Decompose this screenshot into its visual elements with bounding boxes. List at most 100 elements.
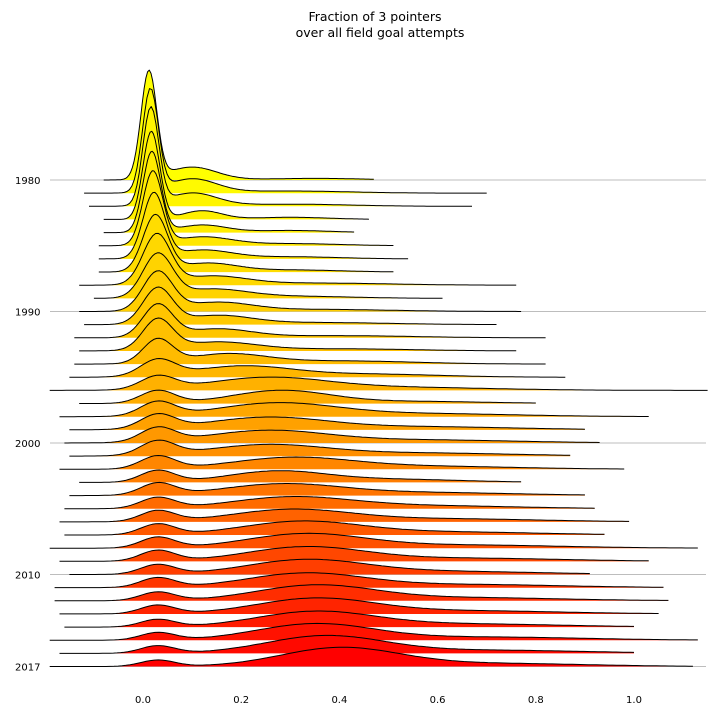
ridge-1994 <box>74 337 546 365</box>
ridge-2001 <box>69 439 571 457</box>
ridge-outline-1987 <box>98 213 394 273</box>
ridge-fill-2013 <box>59 597 659 614</box>
ridge-2006 <box>59 508 630 523</box>
ridge-fill-2002 <box>59 455 625 470</box>
ridge-outline-1989 <box>93 252 443 299</box>
chart-title-line-1: Fraction of 3 pointers <box>308 9 441 24</box>
ridge-fill-1992 <box>74 303 546 338</box>
ridge-outline-1988 <box>79 232 517 286</box>
ridge-fill-1996 <box>49 375 708 391</box>
ridge-2004 <box>69 481 585 497</box>
ridge-1997 <box>79 389 536 404</box>
x-tick-label-0.6: 0.6 <box>430 695 446 706</box>
ridge-2015 <box>49 622 698 641</box>
ridge-1996 <box>49 374 708 391</box>
chart-title-line-2: over all field goal attempts <box>296 25 465 40</box>
ridge-outline-2004 <box>69 481 585 497</box>
ridge-fill-2001 <box>69 440 571 457</box>
y-tick-label-1990: 1990 <box>15 308 40 319</box>
ridge-2005 <box>64 496 595 510</box>
y-tick-label-2000: 2000 <box>15 439 40 450</box>
ridge-outline-1999 <box>69 413 585 431</box>
ridge-outline-1993 <box>79 317 517 352</box>
ridge-2008 <box>49 532 698 549</box>
ridge-1998 <box>59 400 649 418</box>
ridge-1995 <box>69 358 566 378</box>
ridge-outline-2012 <box>54 584 669 602</box>
ridge-outline-2013 <box>59 597 659 615</box>
ridge-2010 <box>69 558 590 575</box>
y-tick-label-2017: 2017 <box>15 663 40 674</box>
ridge-1989 <box>93 252 443 299</box>
ridge-fill-1989 <box>93 252 443 299</box>
ridge-2000 <box>64 426 600 444</box>
ridge-outline-1986 <box>98 191 409 260</box>
ridge-2014 <box>64 610 634 628</box>
ridge-fill-2005 <box>64 496 595 509</box>
ridge-1982 <box>89 106 472 207</box>
ridge-fill-2006 <box>59 509 630 522</box>
ridge-2012 <box>54 584 669 602</box>
ridge-outline-2016 <box>59 634 635 654</box>
ridge-2002 <box>59 455 625 470</box>
ridges <box>49 69 708 667</box>
ridge-outline-2003 <box>79 469 522 483</box>
x-tick-labels: 0.0 0.2 0.4 0.6 0.8 1.0 <box>135 695 642 706</box>
ridge-outline-2017 <box>49 646 693 667</box>
ridge-outline-1980 <box>103 69 374 181</box>
x-tick-label-0.4: 0.4 <box>331 695 347 706</box>
ridge-fill-2010 <box>69 559 590 575</box>
ridge-outline-1981 <box>84 88 487 194</box>
ridge-fill-2014 <box>64 611 634 628</box>
ridge-2016 <box>59 634 635 654</box>
ridge-2009 <box>59 546 649 562</box>
ridge-outline-1982 <box>89 106 472 207</box>
ridge-outline-1995 <box>69 358 566 378</box>
y-tick-labels: 1980 1990 2000 2010 2017 <box>15 176 40 674</box>
ridge-fill-1991 <box>84 287 497 325</box>
ridge-fill-1997 <box>79 390 536 404</box>
ridge-outline-1990 <box>79 270 522 312</box>
ridge-fill-2015 <box>49 623 698 641</box>
ridge-fill-2016 <box>59 635 634 654</box>
x-tick-label-0.2: 0.2 <box>233 695 249 706</box>
ridge-2017 <box>49 646 693 667</box>
chart-title: Fraction of 3 pointers over all field go… <box>296 9 465 40</box>
ridge-outline-2000 <box>64 426 600 444</box>
ridge-outline-1997 <box>79 389 536 404</box>
ridge-outline-1996 <box>49 374 708 391</box>
ridge-outline-2010 <box>69 558 590 575</box>
ridge-fill-2012 <box>54 584 669 601</box>
ridge-2007 <box>64 520 605 536</box>
ridge-outline-2002 <box>59 455 625 470</box>
ridge-outline-1992 <box>74 303 546 339</box>
ridge-1990 <box>79 270 522 312</box>
ridge-outline-1984 <box>103 150 355 234</box>
ridge-fill-2004 <box>69 482 585 496</box>
ridge-outline-1983 <box>103 130 369 220</box>
ridge-outline-2014 <box>64 610 634 628</box>
ridge-2003 <box>79 469 522 483</box>
ridge-outline-2005 <box>64 496 595 510</box>
x-tick-label-0.0: 0.0 <box>135 695 151 706</box>
y-tick-label-2010: 2010 <box>15 571 40 582</box>
ridge-fill-1999 <box>69 413 585 430</box>
x-tick-label-0.8: 0.8 <box>528 695 544 706</box>
ridge-fill-2008 <box>49 533 698 549</box>
ridge-outline-1994 <box>74 337 546 365</box>
ridge-fill-1994 <box>74 338 546 365</box>
ridge-1993 <box>79 317 517 352</box>
ridge-outline-2009 <box>59 546 649 562</box>
ridge-outline-1991 <box>84 286 497 326</box>
ridge-1991 <box>84 286 497 326</box>
ridge-2013 <box>59 597 659 615</box>
ridge-outline-2001 <box>69 439 571 457</box>
ridge-fill-1995 <box>69 358 566 378</box>
ridge-1981 <box>84 88 487 194</box>
ridge-outline-2006 <box>59 508 630 523</box>
ridge-outline-2007 <box>64 520 605 536</box>
ridge-outline-2008 <box>49 532 698 549</box>
ridge-outline-1998 <box>59 400 649 418</box>
ridge-outline-2011 <box>54 572 664 589</box>
